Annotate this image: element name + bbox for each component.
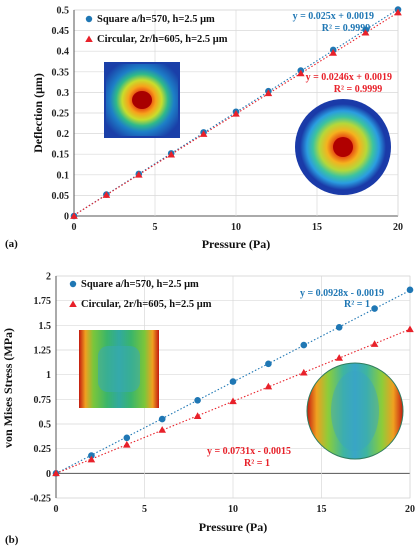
y-tick-label-a: 0 — [64, 212, 69, 223]
y-tick-label-b: -0.25 — [30, 494, 51, 505]
equation-square-b: y = 0.0928x - 0.0019 — [300, 288, 384, 299]
y-tick-label-a: 0.4 — [57, 47, 70, 58]
y-tick-label-a: 0.45 — [52, 26, 70, 37]
y-tick-label-a: 0.15 — [52, 150, 70, 161]
legend-marker-square-b — [70, 281, 76, 287]
y-tick-label-b: 1.75 — [34, 296, 52, 307]
data-point-square-b — [301, 342, 308, 349]
x-tick-label-b: 5 — [142, 504, 147, 515]
r-squared-square-a: R² = 0.9999 — [322, 23, 370, 34]
y-tick-label-b: 1.5 — [39, 321, 52, 332]
legend-marker-square-a — [86, 16, 92, 22]
data-point-square-b — [159, 416, 166, 423]
y-tick-label-a: 0.25 — [52, 109, 70, 120]
x-tick-label-b: 20 — [405, 504, 415, 515]
data-point-square-b — [124, 435, 131, 442]
data-point-square-b — [407, 287, 414, 294]
y-tick-label-a: 0.3 — [57, 88, 70, 99]
x-tick-label-a: 15 — [312, 222, 322, 233]
y-tick-label-b: 0 — [46, 469, 51, 480]
x-axis-title-a: Pressure (Pa) — [202, 237, 271, 251]
legend-label-square-a: Square a/h=570, h=2.5 μm — [97, 14, 215, 25]
x-tick-label-b: 15 — [317, 504, 327, 515]
data-point-square-b — [265, 361, 272, 368]
equation-circular-b: y = 0.0731x - 0.0015 — [207, 446, 291, 457]
y-tick-label-a: 0.1 — [57, 170, 70, 181]
y-tick-label-a: 0.5 — [57, 6, 70, 17]
data-point-square-b — [230, 378, 237, 385]
legend-label-circular-a: Circular, 2r/h=605, h=2.5 μm — [97, 34, 228, 45]
circular-plate-contour-image — [295, 99, 391, 195]
panel-a-chart: 0 0.05 0.1 0.15 0.2 0.25 0.3 0.35 0.4 0.45 0.5 0 5 10… — [5, 6, 403, 252]
data-point-square-b — [336, 324, 343, 331]
x-tick-label-b: 0 — [54, 504, 59, 515]
y-tick-label-b: 0.25 — [34, 444, 52, 455]
x-tick-label-b: 10 — [228, 504, 238, 515]
x-tick-label-a: 5 — [153, 222, 158, 233]
y-tick-label-b: 0.75 — [34, 395, 52, 406]
circular-plate-stress-image — [307, 363, 403, 459]
panel-label-a: (a) — [5, 238, 18, 250]
legend-label-square-b: Square a/h=570, h=2.5 μm — [81, 279, 199, 290]
y-axis-title-a: Deflection (μm) — [31, 73, 45, 153]
r-squared-circular-b: R² = 1 — [244, 458, 270, 469]
y-tick-label-b: 0.5 — [39, 420, 52, 431]
equation-circular-a: y = 0.0246x + 0.0019 — [306, 72, 392, 83]
square-plate-stress-image — [79, 330, 159, 408]
r-squared-circular-a: R² = 0.9999 — [334, 84, 382, 95]
y-tick-label-b: 1.25 — [34, 346, 52, 357]
equation-square-a: y = 0.025x + 0.0019 — [293, 11, 374, 22]
square-plate-contour-image — [104, 62, 180, 138]
x-axis-title-b: Pressure (Pa) — [199, 520, 268, 534]
data-point-square-b — [194, 397, 201, 404]
x-tick-label-a: 10 — [231, 222, 241, 233]
y-axis-title-b: von Mises Stress (MPa) — [1, 328, 15, 448]
data-point-square-b — [371, 305, 378, 312]
y-tick-label-b: 2 — [46, 272, 51, 283]
legend-label-circular-b: Circular, 2r/h=605, h=2.5 μm — [81, 299, 212, 310]
r-squared-square-b: R² = 1 — [344, 299, 370, 310]
x-tick-label-a: 20 — [393, 222, 403, 233]
y-tick-label-a: 0.2 — [57, 129, 70, 140]
y-tick-label-a: 0.05 — [52, 191, 70, 202]
y-tick-label-b: 1 — [46, 370, 51, 381]
y-tick-label-a: 0.35 — [52, 67, 70, 78]
x-tick-label-a: 0 — [72, 222, 77, 233]
panel-label-b: (b) — [5, 534, 19, 546]
